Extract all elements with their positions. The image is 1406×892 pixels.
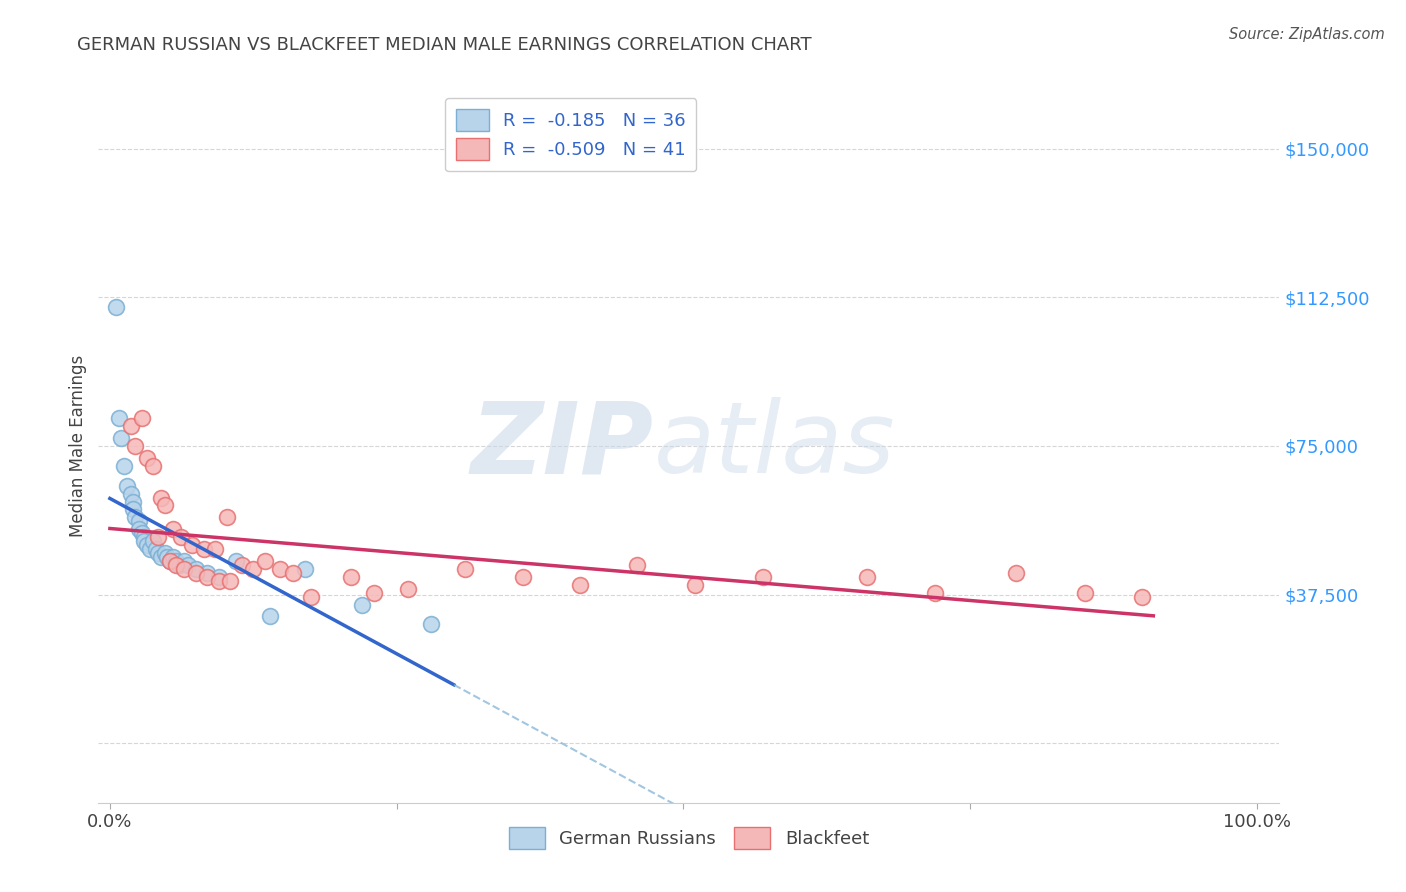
Point	[173, 562, 195, 576]
Point	[242, 562, 264, 576]
Point	[225, 554, 247, 568]
Point	[219, 574, 242, 588]
Point	[352, 598, 374, 612]
Point	[231, 558, 253, 572]
Point	[215, 510, 238, 524]
Point	[259, 609, 281, 624]
Point	[396, 582, 419, 596]
Point	[124, 510, 146, 524]
Point	[124, 439, 146, 453]
Point	[153, 546, 176, 560]
Point	[142, 534, 165, 549]
Point	[512, 570, 534, 584]
Point	[120, 419, 142, 434]
Point	[420, 617, 443, 632]
Point	[128, 514, 150, 528]
Point	[121, 502, 143, 516]
Point	[184, 562, 207, 576]
Point	[165, 554, 187, 568]
Point	[208, 570, 231, 584]
Point	[165, 558, 187, 572]
Text: ZIP: ZIP	[471, 398, 654, 494]
Point	[283, 566, 305, 580]
Point	[294, 562, 316, 576]
Point	[112, 458, 135, 473]
Point	[170, 530, 193, 544]
Point	[683, 578, 706, 592]
Text: GERMAN RUSSIAN VS BLACKFEET MEDIAN MALE EARNINGS CORRELATION CHART: GERMAN RUSSIAN VS BLACKFEET MEDIAN MALE …	[77, 36, 811, 54]
Point	[193, 542, 215, 557]
Point	[146, 530, 169, 544]
Point	[142, 458, 165, 473]
Point	[1004, 566, 1026, 580]
Point	[195, 570, 218, 584]
Point	[1130, 590, 1153, 604]
Point	[162, 522, 184, 536]
Point	[159, 554, 181, 568]
Point	[134, 534, 156, 549]
Text: Source: ZipAtlas.com: Source: ZipAtlas.com	[1229, 27, 1385, 42]
Point	[204, 542, 226, 557]
Point	[115, 478, 138, 492]
Point	[128, 522, 150, 536]
Point	[626, 558, 648, 572]
Point	[153, 499, 176, 513]
Text: atlas: atlas	[654, 398, 896, 494]
Point	[134, 530, 156, 544]
Point	[299, 590, 322, 604]
Point	[146, 546, 169, 560]
Point	[173, 554, 195, 568]
Point	[162, 549, 184, 564]
Y-axis label: Median Male Earnings: Median Male Earnings	[69, 355, 87, 537]
Point	[1073, 585, 1095, 599]
Point	[208, 574, 231, 588]
Point	[135, 450, 157, 465]
Point	[339, 570, 361, 584]
Legend: German Russians, Blackfeet: German Russians, Blackfeet	[499, 818, 879, 858]
Point	[108, 411, 131, 425]
Point	[139, 542, 162, 557]
Point	[120, 486, 142, 500]
Point	[145, 542, 167, 557]
Point	[167, 558, 190, 572]
Point	[752, 570, 775, 584]
Point	[110, 431, 132, 445]
Point	[121, 494, 143, 508]
Point	[150, 549, 173, 564]
Point	[855, 570, 877, 584]
Point	[150, 491, 173, 505]
Point	[569, 578, 592, 592]
Point	[269, 562, 291, 576]
Point	[177, 558, 200, 572]
Point	[131, 411, 153, 425]
Point	[184, 566, 207, 580]
Point	[131, 526, 153, 541]
Point	[454, 562, 477, 576]
Point	[253, 554, 276, 568]
Point	[135, 538, 157, 552]
Point	[195, 566, 218, 580]
Point	[924, 585, 946, 599]
Point	[104, 300, 127, 314]
Point	[159, 554, 181, 568]
Point	[156, 549, 179, 564]
Point	[363, 585, 385, 599]
Point	[181, 538, 204, 552]
